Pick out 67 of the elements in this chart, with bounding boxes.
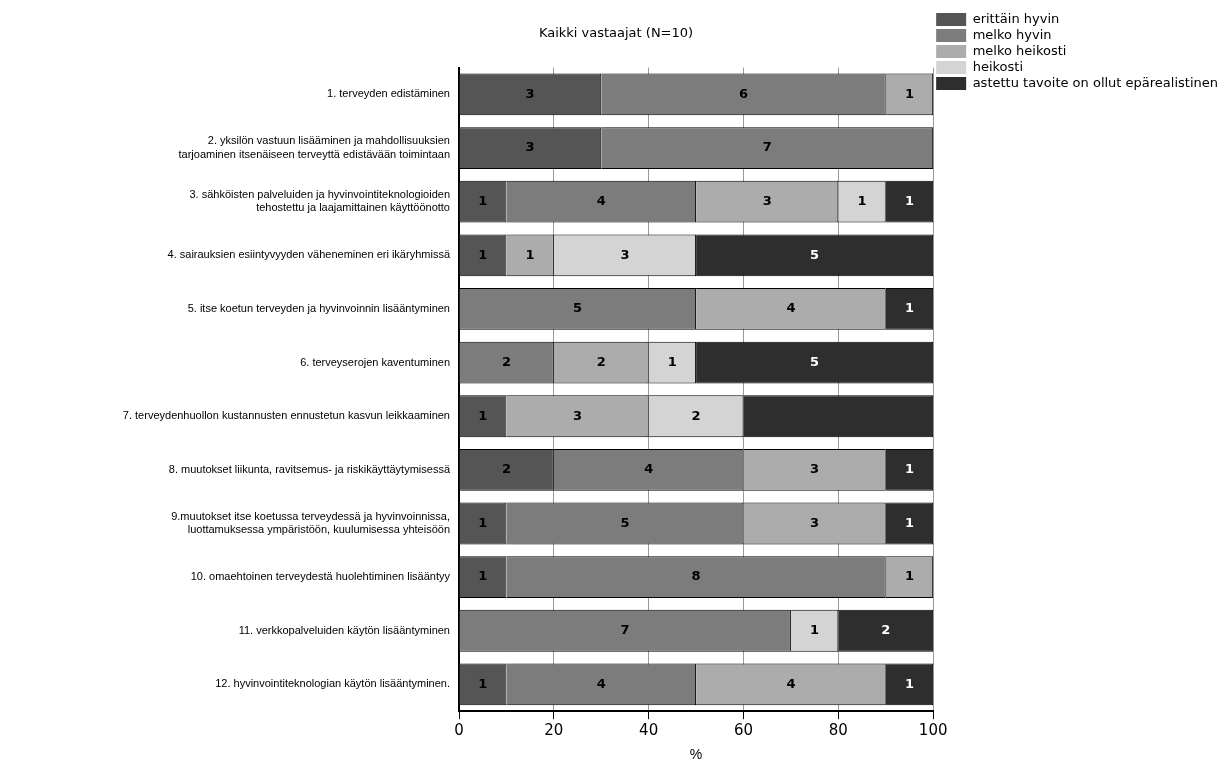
legend-label: melko heikosti [972,42,1067,58]
legend-label: melko hyvin [972,26,1052,42]
x-tick-label: 20 [544,721,564,740]
annotation: 1 [667,353,677,369]
y-tick-label: 12. hyvinvointiteknologian käytön lisääntyminen. [215,677,450,690]
annotation: 6 [738,85,749,101]
legend-label: heikosti [972,58,1024,74]
y-tick-label: 5. itse koetun terveyden ja hyvinvoinnin lisääntyminen [187,301,450,314]
annotation: 1 [904,461,914,477]
annotation: 1 [904,300,914,316]
annotation: 3 [573,407,583,423]
annotation: 1 [478,193,488,209]
annotation: 4 [786,675,796,691]
y-tick-label: 4. sairauksien esiintyvyyden väheneminen eri ikäryhmissä [167,248,451,261]
annotation: 1 [478,407,488,423]
annotation: 1 [904,675,914,691]
annotation: 5 [620,514,630,530]
y-tick-label: 2. yksilön vastuun lisääminen ja mahdollisuuksien tarjoaminen itsenäiseen terveyttä edistävään toimintaan [178,134,450,160]
y-tick-label: 9.muutokset itse koetussa terveydessä ja hyvinvoinnissa, luottamuksessa ympäristöön, kuulumisessa yhteisöön [171,509,450,536]
y-tick-label: 10. omaehtoinen terveydestä huolehtiminen lisääntyy [190,570,451,583]
annotation: 1 [810,622,820,638]
legend-label: astettu tavoite on ollut epärealistinen [972,74,1218,90]
annotation: 5 [573,300,583,316]
annotation: 2 [881,622,891,638]
annotation: 2 [691,407,701,423]
annotation: 2 [596,353,606,369]
chart-title: Kaikki vastaajat (N=10) [538,25,694,41]
x-tick-label: 100 [918,721,948,740]
y-tick-label: 11. verkkopalveluiden käytön lisääntyminen [238,623,450,636]
annotation: 4 [596,675,606,691]
annotation: 1 [904,193,914,209]
annotation: 8 [691,568,701,584]
x-axis-title: % [689,746,703,763]
annotation: 1 [478,568,488,584]
annotation: 1 [478,675,488,691]
annotation: 4 [596,193,606,209]
x-tick-label: 0 [454,721,464,740]
y-tick-label: 3. sähköisten palveluiden ja hyvinvointiteknologioiden tehostettu ja laajamittainen käyttöönotto [189,188,450,214]
annotation: 5 [810,246,820,262]
annotation: 1 [478,514,488,530]
annotation: 3 [810,461,820,477]
legend-label: erittäin hyvin [972,10,1060,26]
annotation: 3 [525,85,535,101]
annotation: 3 [810,514,820,530]
y-tick-label: 8. muutokset liikunta, ravitsemus- ja riskikäyttäytymisessä [168,462,451,475]
annotation: 1 [904,568,914,584]
annotation: 1 [904,514,914,530]
annotation: 3 [525,139,535,155]
annotation: 4 [644,461,654,477]
annotation: 4 [786,300,796,316]
annotation: 2 [501,353,511,369]
annotation: 7 [762,139,772,155]
annotation: 1 [478,246,488,262]
annotation: 7 [620,622,630,638]
annotation: 5 [810,353,820,369]
annotation: 1 [525,246,535,262]
annotation: 3 [762,193,772,209]
y-tick-label: 6. terveyserojen kaventuminen [300,355,450,368]
annotation: 1 [904,85,914,101]
x-tick-label: 80 [828,721,848,740]
annotation: 2 [501,461,511,477]
annotation: 1 [857,193,867,209]
y-tick-label: 1. terveyden edistäminen [327,87,450,100]
x-tick-label: 60 [733,721,754,740]
annotation: 3 [620,246,630,262]
y-tick-label: 7. terveydenhuollon kustannusten ennustetun kasvun leikkaaminen [122,409,450,422]
x-tick-label: 40 [639,721,659,740]
